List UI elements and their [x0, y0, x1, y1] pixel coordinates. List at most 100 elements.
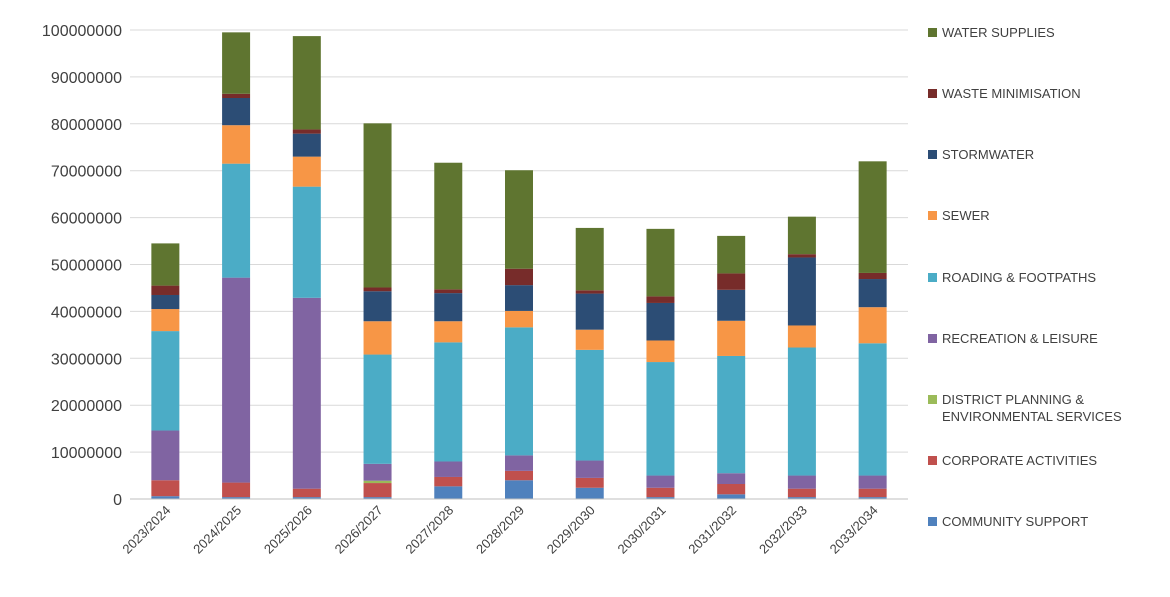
- bar-segment: [787, 257, 816, 326]
- bar-segment: [646, 362, 675, 476]
- legend-swatch: [928, 394, 937, 404]
- bar-segment: [292, 497, 321, 499]
- legend-item: COMMUNITY SUPPORT: [928, 513, 1122, 530]
- stacked-bar-chart: 0 10000000 20000000 30000000 40000000 5000000…: [42, 23, 908, 557]
- bar-segment: [434, 289, 463, 294]
- bar-segment: [858, 279, 887, 308]
- bar-segment: [575, 290, 604, 294]
- bar-segment: [292, 297, 321, 489]
- bar-segment: [151, 480, 180, 497]
- bar-segment: [151, 285, 180, 295]
- legend-swatch: [928, 211, 937, 221]
- bar-segment: [717, 235, 746, 274]
- bar-segment: [646, 228, 675, 297]
- bar-segment: [575, 477, 604, 488]
- bar-segment: [505, 310, 533, 328]
- bar-segment: [222, 93, 251, 99]
- bar-segment: [858, 343, 887, 476]
- bar-segment: [434, 321, 463, 343]
- bar-segment: [787, 497, 816, 499]
- bar-segment: [222, 497, 251, 499]
- legend-label: STORMWATER: [942, 147, 1035, 163]
- bar-segment: [222, 277, 251, 483]
- x-tick-label: 2023/2024: [119, 503, 173, 557]
- bar-segment: [222, 98, 251, 126]
- legend-label: WATER SUPPLIES: [942, 25, 1055, 40]
- bar-segment: [575, 227, 604, 291]
- bar-segment: [363, 321, 392, 355]
- bar-segment: [222, 163, 251, 278]
- legend-swatch: [928, 455, 937, 465]
- bar-segment: [292, 186, 321, 298]
- bar-segment: [363, 354, 392, 464]
- bar-segment: [505, 480, 533, 499]
- legend-swatch: [928, 333, 937, 343]
- legend-item: DISTRICT PLANNING & ENVIRONMENTAL SERVIC…: [928, 391, 1122, 425]
- x-tick-label: 2027/2028: [402, 503, 456, 557]
- legend-label: COMMUNITY SUPPORT: [942, 514, 1089, 529]
- legend-item: WATER SUPPLIES: [928, 24, 1122, 41]
- bar-segment: [717, 289, 746, 321]
- bar-segment: [292, 156, 321, 187]
- legend: WATER SUPPLIES WASTE MINIMISATION STORMWAT…: [928, 0, 1168, 597]
- bar-segment: [646, 487, 675, 498]
- bar-segment: [151, 496, 180, 499]
- y-tick-label: 70000000: [51, 164, 122, 181]
- bar-segment: [363, 483, 392, 498]
- bar-segment: [434, 461, 463, 477]
- y-tick-label: 100000000: [42, 23, 122, 40]
- bar-segment: [858, 161, 887, 273]
- legend-swatch: [928, 89, 937, 99]
- bar-segment: [858, 307, 887, 344]
- bar-segment: [717, 494, 746, 499]
- bar-segment: [787, 488, 816, 498]
- legend-item: SEWER: [928, 207, 1122, 224]
- legend-swatch: [928, 272, 937, 282]
- bar-segment: [505, 268, 533, 286]
- bar-segment: [151, 294, 180, 310]
- bar-segment: [434, 342, 463, 462]
- bar-segment: [575, 460, 604, 478]
- legend-label: ROADING & FOOTPATHS: [942, 269, 1097, 285]
- bar-segment: [787, 216, 816, 255]
- bars: [151, 32, 887, 499]
- y-tick-label: 30000000: [51, 351, 122, 368]
- bar-segment: [646, 296, 675, 303]
- bar-segment: [575, 487, 604, 499]
- legend-item: STORMWATER: [928, 146, 1122, 163]
- bar-segment: [717, 355, 746, 474]
- y-tick-label: 0: [113, 492, 122, 509]
- legend-label: DISTRICT PLANNING & ENVIRONMENTAL SERVIC…: [942, 391, 1122, 424]
- bar-segment: [151, 430, 180, 481]
- bar-segment: [575, 349, 604, 461]
- x-tick-label: 2025/2026: [261, 503, 315, 557]
- legend-item: CORPORATE ACTIVITIES: [928, 452, 1122, 469]
- legend-item: ROADING & FOOTPATHS: [928, 269, 1122, 286]
- bar-segment: [787, 347, 816, 476]
- x-tick-label: 2024/2025: [190, 503, 244, 557]
- x-axis-ticks: 2023/2024 2024/2025 2025/2026 2026/2027 2027…: [119, 503, 880, 557]
- legend-label: CORPORATE ACTIVITIES: [942, 452, 1098, 468]
- x-tick-label: 2032/2033: [756, 503, 810, 557]
- bar-segment: [292, 36, 321, 130]
- bar-segment: [858, 475, 887, 489]
- bar-segment: [787, 475, 816, 489]
- x-tick-label: 2033/2034: [827, 503, 881, 557]
- x-tick-label: 2029/2030: [544, 503, 598, 557]
- bar-segment: [151, 331, 180, 431]
- bar-segment: [505, 455, 533, 471]
- bar-segment: [434, 486, 463, 499]
- bar-segment: [505, 327, 533, 456]
- bar-segment: [505, 285, 533, 311]
- legend-item: RECREATION & LEISURE: [928, 330, 1122, 347]
- x-tick-label: 2028/2029: [473, 503, 527, 557]
- bar-segment: [646, 475, 675, 488]
- bar-segment: [787, 254, 816, 258]
- bar-segment: [151, 243, 180, 286]
- bar-segment: [505, 470, 533, 481]
- bar-segment: [717, 320, 746, 356]
- y-tick-label: 50000000: [51, 258, 122, 275]
- bar-segment: [151, 309, 180, 332]
- bar-segment: [717, 273, 746, 290]
- bar-segment: [717, 473, 746, 484]
